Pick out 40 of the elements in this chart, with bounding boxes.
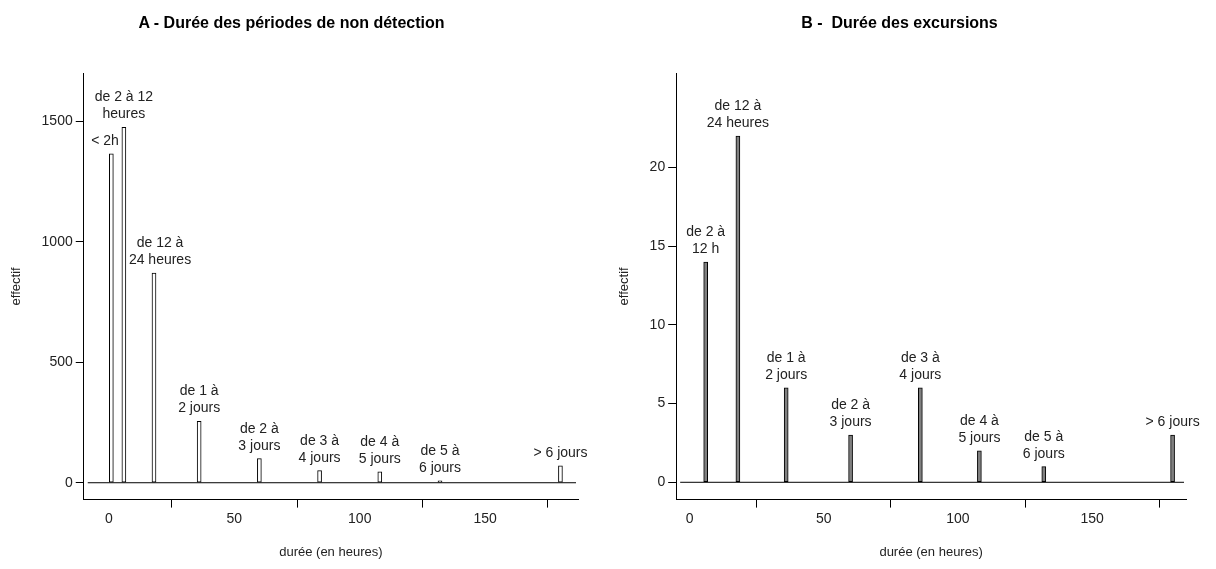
y-tick-label: 500: [49, 353, 73, 370]
annotation: de 1 à 2 jours: [178, 382, 221, 416]
annotation: de 12 à 24 heures: [128, 234, 192, 268]
x-axis-title: durée (en heures): [879, 543, 983, 559]
x-tick-label: 0: [685, 509, 694, 526]
annotation: de 2 à 3 jours: [238, 419, 281, 453]
x-tick-label: 50: [815, 509, 832, 526]
chart-title: A - Durée des périodes de non détection: [138, 14, 445, 32]
annotation: de 1 à 2 jours: [765, 348, 808, 382]
y-tick-label: 20: [649, 158, 666, 175]
y-tick-label: 0: [657, 473, 666, 490]
y-tick-label: 5: [657, 394, 666, 411]
annotation: de 2 à 3 jours: [829, 396, 872, 430]
x-tick-label: 50: [226, 509, 243, 526]
x-tick-label: 150: [473, 509, 498, 526]
y-tick-label: 10: [649, 315, 666, 332]
annotation: de 3 à 4 jours: [899, 348, 942, 382]
y-tick-label: 15: [649, 237, 666, 254]
x-tick-label: 0: [104, 509, 113, 526]
y-axis-title: effectif: [8, 266, 24, 306]
x-tick-label: 100: [348, 509, 372, 526]
annotation: de 2 à 12 heures: [94, 88, 154, 122]
y-tick-label: 0: [64, 473, 73, 490]
annotation: de 5 à 6 jours: [419, 441, 462, 475]
annotation: de 2 à 12 h: [686, 223, 726, 257]
annotation: < 2h: [91, 131, 119, 148]
x-tick-label: 100: [946, 509, 970, 526]
annotation: > 6 jours: [1145, 413, 1200, 430]
annotation: de 4 à 5 jours: [958, 411, 1001, 445]
annotation: de 12 à 24 heures: [706, 97, 770, 131]
x-axis-title: durée (en heures): [279, 543, 383, 559]
y-axis-title: effectif: [616, 266, 632, 306]
x-tick-label: 150: [1080, 509, 1104, 526]
chart-title: B - Durée des excursions: [801, 14, 998, 32]
annotation: de 5 à 6 jours: [1022, 427, 1065, 461]
annotation: de 3 à 4 jours: [298, 431, 341, 465]
annotation: de 4 à 5 jours: [358, 432, 401, 466]
y-tick-label: 1500: [41, 112, 73, 129]
y-tick-label: 1000: [41, 232, 73, 249]
annotation: > 6 jours: [533, 443, 588, 460]
